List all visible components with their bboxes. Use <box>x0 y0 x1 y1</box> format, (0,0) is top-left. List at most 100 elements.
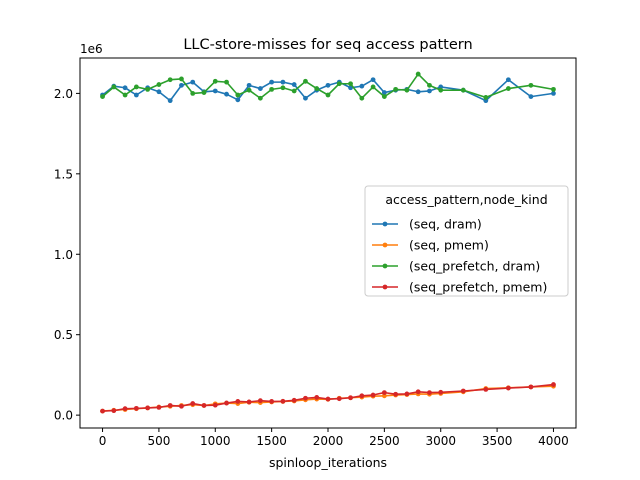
data-point <box>156 89 162 95</box>
y-tick-label: 2.0 <box>54 87 73 101</box>
data-point <box>145 86 151 92</box>
data-point <box>235 92 241 98</box>
data-point <box>122 85 128 91</box>
data-point <box>381 390 387 396</box>
data-point <box>190 90 196 96</box>
x-tick-label: 2000 <box>313 434 344 448</box>
data-point <box>179 403 184 409</box>
x-tick-label: 1500 <box>256 434 287 448</box>
data-point <box>212 402 218 408</box>
data-point <box>257 398 263 404</box>
data-point <box>224 79 229 85</box>
data-point <box>201 90 207 95</box>
data-point <box>291 82 297 87</box>
data-point <box>381 94 387 100</box>
data-point <box>427 88 432 94</box>
data-point <box>551 86 556 92</box>
data-point <box>212 88 218 94</box>
data-point <box>359 393 365 399</box>
data-point <box>167 77 173 83</box>
data-point <box>122 92 128 98</box>
data-point <box>269 86 275 92</box>
data-point <box>336 81 342 87</box>
y-offset-label: 1e6 <box>80 42 103 56</box>
data-point <box>303 78 308 84</box>
data-point <box>460 388 466 394</box>
x-tick-label: 2500 <box>369 434 400 448</box>
data-point <box>190 79 196 85</box>
x-tick-label: 3000 <box>425 434 456 448</box>
data-point <box>483 386 489 392</box>
data-point <box>179 76 184 82</box>
legend-swatch-marker <box>382 221 388 227</box>
data-point <box>483 95 489 100</box>
data-point <box>370 392 376 398</box>
data-point <box>280 85 286 91</box>
data-point <box>370 84 376 90</box>
data-point <box>348 395 353 401</box>
data-point <box>167 403 173 408</box>
data-point <box>280 79 286 85</box>
data-point <box>111 408 117 414</box>
data-point <box>505 385 511 391</box>
data-point <box>291 397 297 403</box>
x-tick-label: 4000 <box>538 434 569 448</box>
y-tick-label: 1.0 <box>54 248 73 262</box>
x-tick-label: 3500 <box>482 434 513 448</box>
y-tick-label: 1.5 <box>54 167 73 181</box>
series-lines <box>100 71 556 414</box>
data-point <box>257 86 263 91</box>
data-point <box>415 389 421 395</box>
data-point <box>190 401 196 406</box>
data-point <box>179 82 184 88</box>
data-point <box>404 87 410 93</box>
x-axis-label: spinloop_iterations <box>269 455 387 470</box>
data-point <box>133 92 139 98</box>
data-point <box>528 82 534 88</box>
data-point <box>393 86 399 92</box>
data-point <box>224 400 229 406</box>
data-point <box>314 395 320 400</box>
y-tick-label: 0.0 <box>54 409 73 423</box>
data-point <box>201 403 207 408</box>
data-point <box>235 399 241 404</box>
data-point <box>551 90 556 96</box>
data-point <box>100 94 105 100</box>
data-point <box>381 90 387 95</box>
chart-title: LLC-store-misses for seq access pattern <box>183 37 472 53</box>
data-point <box>167 98 173 104</box>
data-point <box>325 92 331 98</box>
data-point <box>269 399 275 404</box>
data-point <box>224 91 229 97</box>
data-point <box>427 82 432 88</box>
data-point <box>280 398 286 404</box>
data-point <box>325 82 331 88</box>
x-tick-label: 0 <box>99 434 107 448</box>
data-point <box>257 95 263 101</box>
data-point <box>460 87 466 93</box>
data-point <box>133 405 139 411</box>
data-point <box>415 89 421 95</box>
data-point <box>314 86 320 91</box>
legend-swatch-marker <box>382 263 388 269</box>
axis-ticks: 0 500 1000 1500 2000 2500 3000 3500 4000 0.0 0.5 1.… <box>54 87 569 448</box>
legend-box <box>364 185 569 297</box>
data-point <box>505 77 511 83</box>
data-point <box>246 399 252 405</box>
data-point <box>325 396 331 402</box>
data-point <box>145 405 151 411</box>
data-point <box>404 391 410 397</box>
series-group-2 <box>100 71 556 101</box>
data-point <box>528 94 534 100</box>
data-point <box>415 71 421 77</box>
data-point <box>427 390 432 396</box>
data-point <box>303 395 308 401</box>
data-point <box>291 88 297 94</box>
series-group-3 <box>100 382 556 414</box>
data-point <box>235 97 241 103</box>
data-point <box>336 396 342 402</box>
legend-swatch-marker <box>382 242 388 248</box>
data-point <box>122 406 128 412</box>
data-point <box>359 95 365 101</box>
